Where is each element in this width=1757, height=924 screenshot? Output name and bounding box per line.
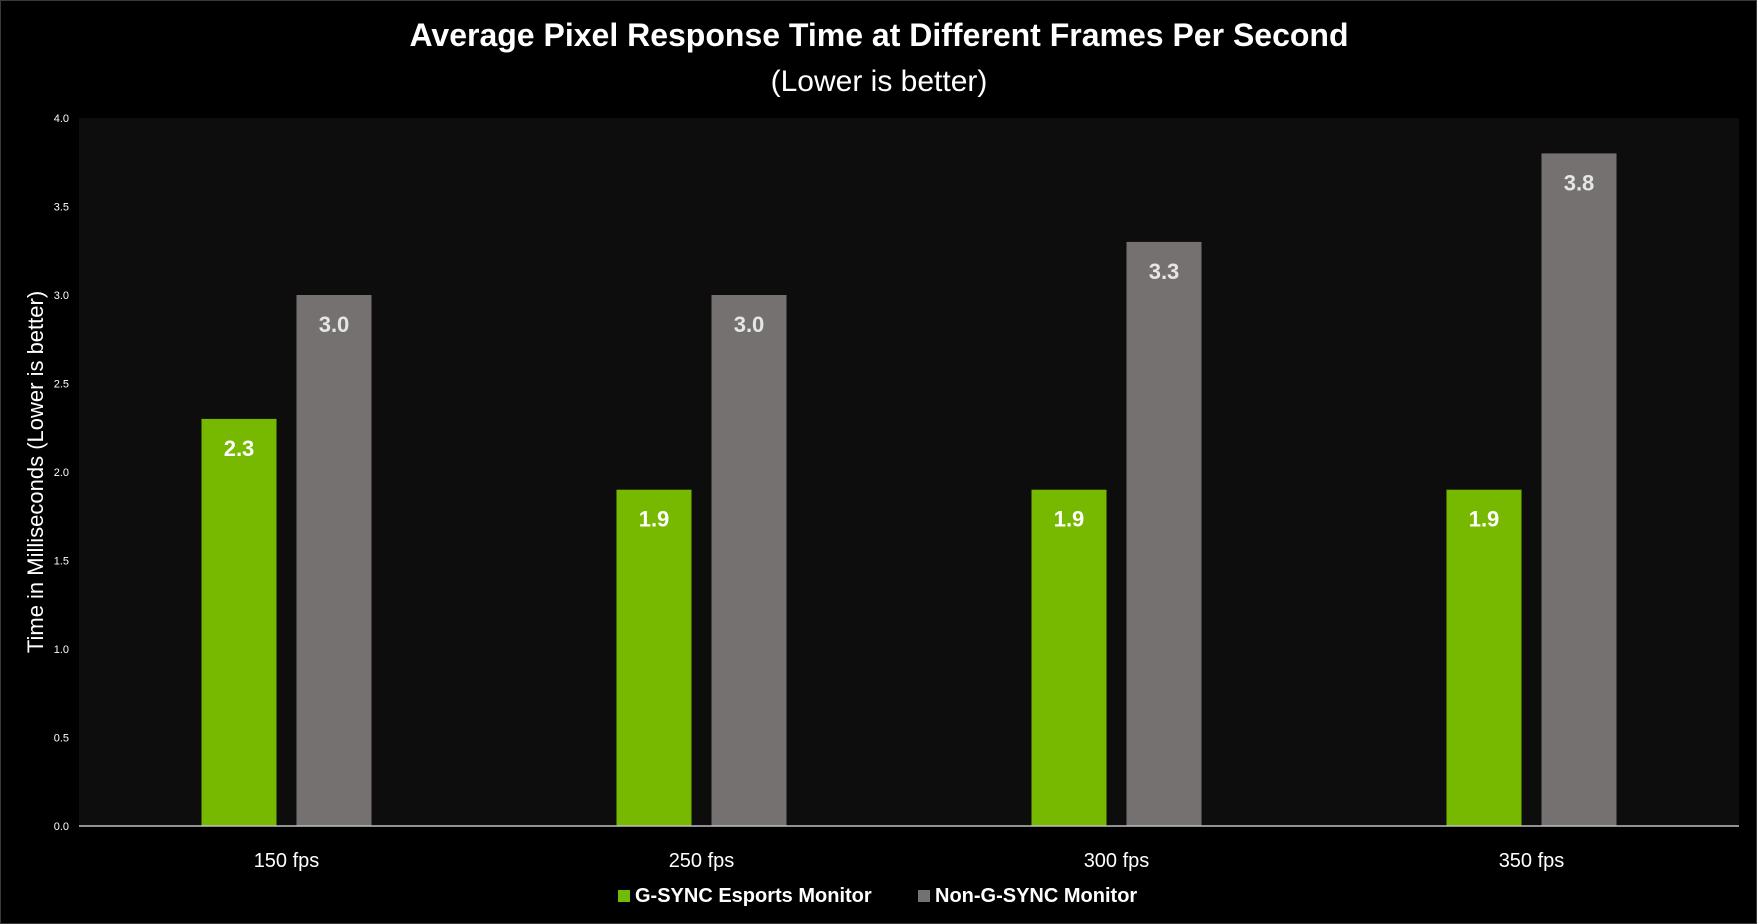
data-labels-group: 2.3 3.0 1.9 3.0 1.9 3.3 1.9 3.8 bbox=[224, 170, 1595, 531]
x-axis-ticks: 150 fps 250 fps 300 fps 350 fps bbox=[254, 850, 1565, 872]
bar bbox=[201, 418, 277, 826]
y-tick-label: 3.5 bbox=[54, 202, 69, 214]
legend-swatch bbox=[918, 890, 930, 902]
bars-group bbox=[201, 153, 1617, 826]
y-tick-label: 1.5 bbox=[54, 556, 69, 568]
bar bbox=[1446, 489, 1522, 826]
x-tick-label: 250 fps bbox=[669, 850, 735, 872]
bar bbox=[1126, 241, 1202, 826]
y-tick-label: 3.0 bbox=[54, 290, 69, 302]
y-tick-label: 0.5 bbox=[54, 733, 69, 745]
bar bbox=[296, 295, 372, 826]
bar bbox=[1031, 489, 1107, 826]
data-label: 2.3 bbox=[224, 436, 255, 461]
data-label: 1.9 bbox=[1054, 507, 1085, 532]
x-tick-label: 150 fps bbox=[254, 850, 320, 872]
data-label: 1.9 bbox=[639, 507, 670, 532]
data-label: 3.8 bbox=[1564, 170, 1595, 195]
y-tick-label: 4.0 bbox=[54, 113, 69, 125]
y-axis-ticks: 0.0 0.5 1.0 1.5 2.0 2.5 3.0 3.5 4.0 bbox=[54, 113, 69, 833]
y-tick-label: 2.5 bbox=[54, 379, 69, 391]
y-tick-label: 1.0 bbox=[54, 644, 69, 656]
bar bbox=[711, 295, 787, 826]
bar bbox=[1541, 153, 1617, 826]
legend: G-SYNC Esports Monitor Non-G-SYNC Monitor bbox=[618, 885, 1137, 907]
y-tick-label: 0.0 bbox=[54, 821, 69, 833]
data-label: 3.0 bbox=[734, 312, 765, 337]
chart-title: Average Pixel Response Time at Different… bbox=[409, 17, 1348, 53]
data-label: 3.0 bbox=[319, 312, 350, 337]
chart-subtitle: (Lower is better) bbox=[771, 65, 988, 98]
legend-label: G-SYNC Esports Monitor bbox=[635, 885, 872, 907]
data-label: 3.3 bbox=[1149, 259, 1180, 284]
legend-swatch bbox=[618, 890, 630, 902]
y-axis-label: Time in Milliseconds (Lower is better) bbox=[23, 291, 48, 653]
x-tick-label: 350 fps bbox=[1499, 850, 1565, 872]
bar bbox=[616, 489, 692, 826]
data-label: 1.9 bbox=[1469, 507, 1500, 532]
x-tick-label: 300 fps bbox=[1084, 850, 1150, 872]
legend-label: Non-G-SYNC Monitor bbox=[935, 885, 1137, 907]
y-tick-label: 2.0 bbox=[54, 467, 69, 479]
